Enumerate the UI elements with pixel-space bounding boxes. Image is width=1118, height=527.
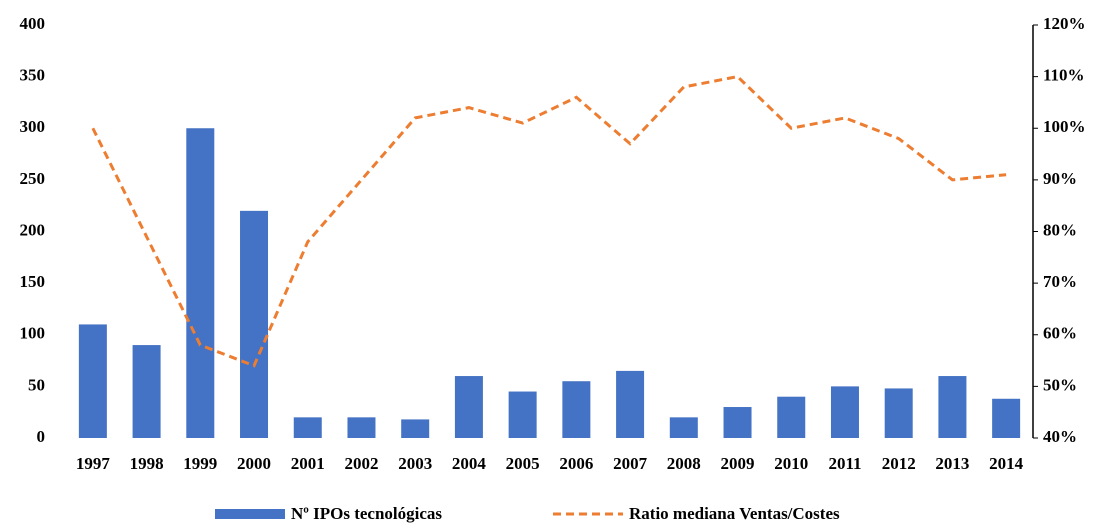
bar <box>992 398 1021 438</box>
x-tick-label: 1998 <box>130 454 164 473</box>
y2-tick-label: 80% <box>1043 220 1077 239</box>
bar <box>347 417 376 438</box>
legend-label: Ratio mediana Ventas/Costes <box>629 504 840 523</box>
y2-tick-label: 50% <box>1043 375 1077 394</box>
legend-label: Nº IPOs tecnológicas <box>291 504 442 523</box>
bar <box>938 376 967 438</box>
y2-tick-label: 60% <box>1043 324 1077 343</box>
x-tick-label: 1997 <box>76 454 111 473</box>
bar <box>884 388 913 438</box>
bar <box>830 386 859 438</box>
bar <box>401 419 430 438</box>
x-tick-label: 2002 <box>344 454 378 473</box>
bar <box>669 417 698 438</box>
x-tick-label: 2011 <box>828 454 861 473</box>
bar <box>723 407 752 438</box>
y-tick-label: 100 <box>20 324 46 343</box>
y-tick-label: 350 <box>20 66 46 85</box>
y2-tick-label: 70% <box>1043 272 1077 291</box>
x-tick-label: 2003 <box>398 454 432 473</box>
y-tick-label: 400 <box>20 14 46 33</box>
y-tick-label: 150 <box>20 272 46 291</box>
y2-tick-label: 110% <box>1043 66 1085 85</box>
x-tick-label: 2001 <box>291 454 325 473</box>
legend-swatch <box>215 509 285 519</box>
bar <box>293 417 322 438</box>
x-tick-label: 2008 <box>667 454 701 473</box>
x-tick-label: 2009 <box>721 454 755 473</box>
bar <box>562 381 591 438</box>
y-tick-label: 300 <box>20 117 46 136</box>
x-tick-label: 2006 <box>559 454 593 473</box>
y-tick-label: 200 <box>20 220 46 239</box>
bar <box>78 324 107 438</box>
y2-tick-label: 120% <box>1043 14 1086 33</box>
y-tick-label: 250 <box>20 169 46 188</box>
x-tick-label: 1999 <box>183 454 217 473</box>
bar <box>508 391 537 438</box>
x-tick-label: 2005 <box>506 454 540 473</box>
y2-tick-label: 40% <box>1043 427 1077 446</box>
bar <box>616 370 645 438</box>
x-tick-label: 2000 <box>237 454 271 473</box>
line <box>91 75 1007 368</box>
x-tick-label: 2014 <box>989 454 1024 473</box>
y-tick-label: 50 <box>28 375 45 394</box>
x-tick-label: 2004 <box>452 454 487 473</box>
y2-tick-label: 100% <box>1043 117 1086 136</box>
bar <box>454 376 483 438</box>
x-tick-label: 2010 <box>774 454 808 473</box>
y2-tick-label: 90% <box>1043 169 1077 188</box>
bar <box>186 128 215 438</box>
y-tick-label: 0 <box>37 427 46 446</box>
x-tick-label: 2013 <box>935 454 969 473</box>
bar <box>777 396 806 438</box>
x-tick-label: 2012 <box>882 454 916 473</box>
x-tick-label: 2007 <box>613 454 648 473</box>
bar <box>132 345 161 438</box>
bar <box>240 210 269 438</box>
